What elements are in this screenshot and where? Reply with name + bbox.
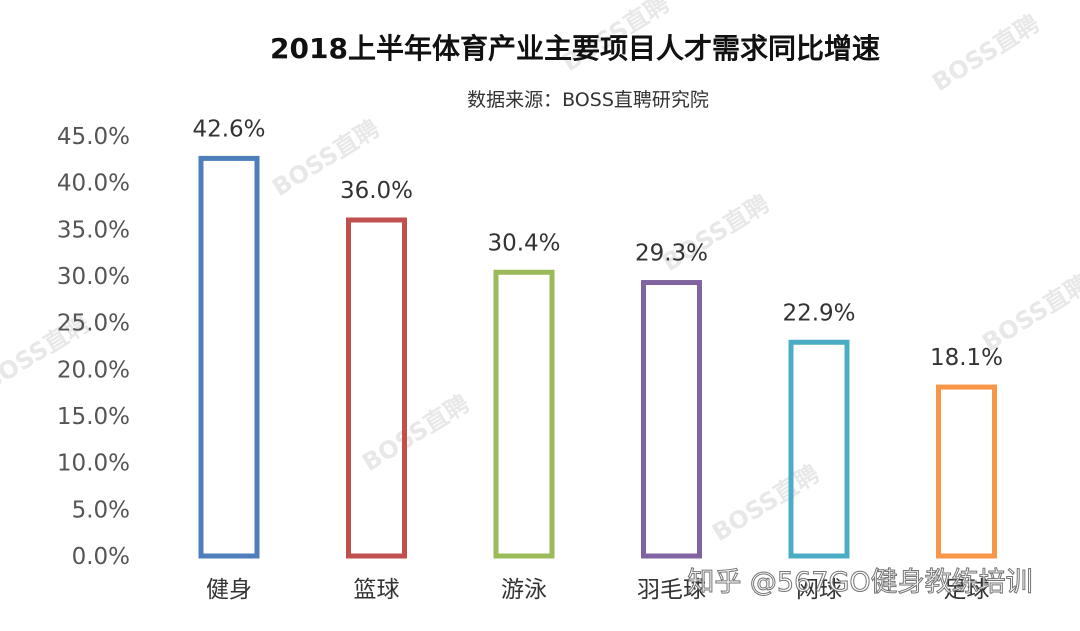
bar — [788, 339, 850, 559]
brand-watermark: BOSS直聘 — [977, 269, 1080, 356]
bar-value-label: 30.4% — [487, 230, 560, 256]
bar-series — [198, 155, 997, 559]
x-tick-label: 羽毛球 — [637, 577, 706, 603]
x-tick-label: 足球 — [944, 577, 990, 603]
brand-watermark: BOSS直聘 — [357, 389, 474, 476]
bar-value-label: 36.0% — [340, 178, 413, 204]
x-tick-label: 游泳 — [501, 577, 547, 603]
bar-value-label: 42.6% — [192, 116, 265, 142]
brand-watermark: BOSS直聘 — [707, 459, 824, 546]
bar — [198, 155, 260, 559]
y-tick-label: 0.0% — [72, 544, 130, 570]
footer-watermark: 知乎 @567GO健身教练培训 — [687, 567, 1032, 598]
bar — [641, 280, 702, 559]
x-tick-label: 篮球 — [354, 577, 400, 603]
brand-watermark: BOSS直聘 — [927, 9, 1044, 96]
y-tick-label: 25.0% — [57, 311, 130, 337]
y-tick-label: 5.0% — [72, 497, 130, 523]
y-tick-label: 40.0% — [57, 171, 130, 197]
bar — [493, 269, 555, 559]
y-tick-label: 30.0% — [57, 264, 130, 290]
y-tick-label: 10.0% — [57, 451, 130, 477]
x-axis: 健身 篮球 游泳 羽毛球 网球 足球 — [206, 577, 990, 603]
bar-value-label: 22.9% — [782, 300, 855, 326]
y-tick-label: 15.0% — [57, 404, 130, 430]
value-labels: 42.6% 36.0% 30.4% 29.3% 22.9% 18.1% — [192, 116, 1003, 371]
bar-value-label: 29.3% — [635, 241, 708, 267]
x-tick-label: 健身 — [206, 577, 252, 603]
y-axis: 0.0% 5.0% 10.0% 15.0% 20.0% 25.0% 30.0% 35.0% 40… — [57, 124, 130, 570]
x-tick-label: 网球 — [796, 577, 842, 603]
bar — [936, 384, 997, 559]
bar-value-label: 18.1% — [930, 345, 1003, 371]
chart-subtitle: 数据来源：BOSS直聘研究院 — [467, 89, 709, 111]
y-tick-label: 45.0% — [57, 124, 130, 150]
bar — [346, 217, 407, 559]
chart-title: 2018上半年体育产业主要项目人才需求同比增速 — [270, 32, 880, 65]
y-tick-label: 20.0% — [57, 357, 130, 383]
y-tick-label: 35.0% — [57, 217, 130, 243]
